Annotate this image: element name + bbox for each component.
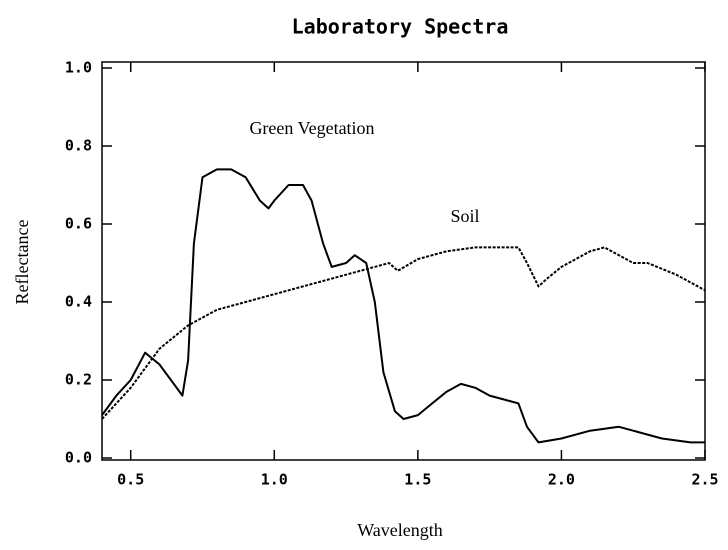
x-tick-label: 1.0 xyxy=(261,471,288,489)
series-line xyxy=(101,168,705,444)
y-tick-label: 1.0 xyxy=(65,59,92,77)
series-label: Green Vegetation xyxy=(249,118,374,138)
series-line xyxy=(101,246,706,420)
y-tick-label: 0.4 xyxy=(65,293,92,311)
series-label: Soil xyxy=(450,206,479,226)
x-tick-label: 2.5 xyxy=(691,471,718,489)
x-tick-label: 2.0 xyxy=(548,471,575,489)
y-tick-label: 0.0 xyxy=(65,449,92,467)
x-axis-label: Wavelength xyxy=(357,520,443,540)
y-tick-label: 0.8 xyxy=(65,137,92,155)
x-tick-label: 0.5 xyxy=(117,471,144,489)
chart-title: Laboratory Spectra xyxy=(292,15,509,39)
plot-frame xyxy=(101,61,706,461)
y-axis-label: Reflectance xyxy=(12,220,32,305)
y-tick-label: 0.2 xyxy=(65,371,92,389)
y-tick-label: 0.6 xyxy=(65,215,92,233)
x-tick-label: 1.5 xyxy=(404,471,431,489)
